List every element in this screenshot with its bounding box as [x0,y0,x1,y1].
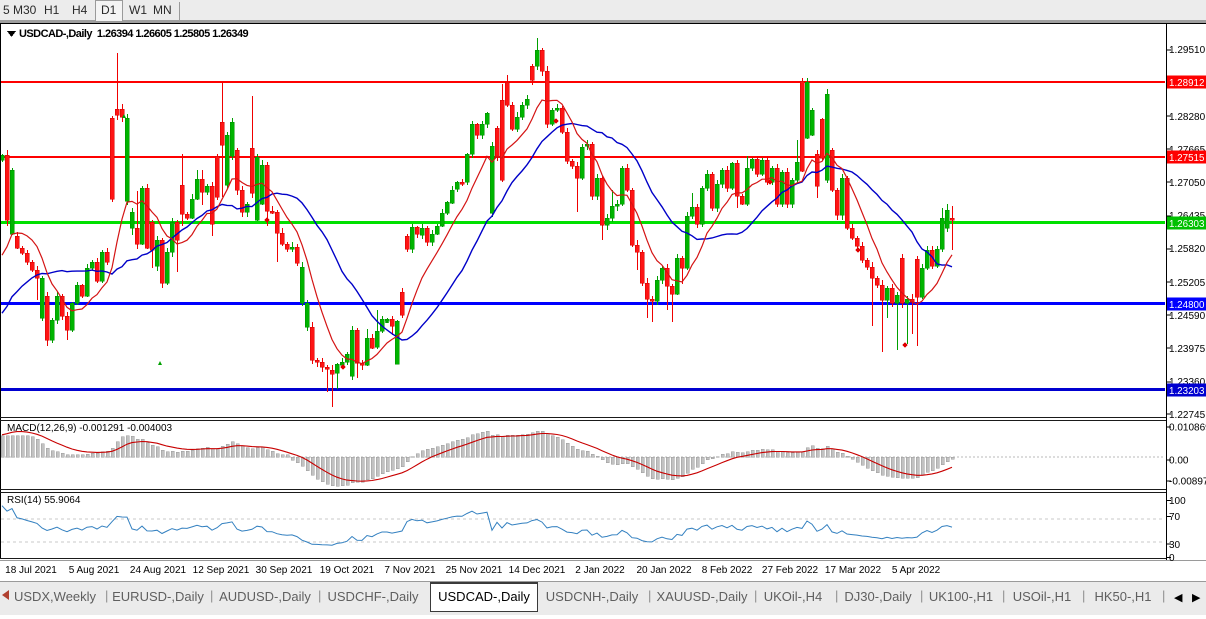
svg-text:7 Nov 2021: 7 Nov 2021 [384,565,436,576]
svg-text:0.010869: 0.010869 [1169,423,1206,434]
svg-text:1.28912: 1.28912 [1169,78,1204,89]
svg-text:-0.008974: -0.008974 [1169,477,1206,488]
svg-text:14 Dec 2021: 14 Dec 2021 [509,565,566,576]
svg-text:12 Sep 2021: 12 Sep 2021 [193,565,250,576]
svg-text:1.29510: 1.29510 [1169,45,1206,56]
svg-text:27 Feb 2022: 27 Feb 2022 [762,565,819,576]
svg-text:0.00: 0.00 [1169,456,1189,467]
svg-text:1.25820: 1.25820 [1169,244,1206,255]
svg-text:8 Feb 2022: 8 Feb 2022 [702,565,753,576]
svg-text:19 Oct 2021: 19 Oct 2021 [320,565,375,576]
svg-text:70: 70 [1169,512,1181,523]
svg-text:0: 0 [1169,553,1175,564]
svg-text:5 Apr 2022: 5 Apr 2022 [892,565,941,576]
svg-text:1.24800: 1.24800 [1169,300,1205,311]
svg-text:1.24590: 1.24590 [1169,311,1206,322]
svg-text:17 Mar 2022: 17 Mar 2022 [825,565,882,576]
svg-text:20 Jan 2022: 20 Jan 2022 [636,565,691,576]
svg-text:RSI(14) 55.9064: RSI(14) 55.9064 [7,495,81,506]
svg-text:1.23203: 1.23203 [1169,386,1205,397]
svg-text:1.26303: 1.26303 [1169,219,1205,230]
svg-text:2 Jan 2022: 2 Jan 2022 [575,565,625,576]
svg-text:25 Nov 2021: 25 Nov 2021 [446,565,503,576]
svg-text:5 Aug 2021: 5 Aug 2021 [69,565,120,576]
svg-text:18 Jul 2021: 18 Jul 2021 [5,565,57,576]
svg-text:30: 30 [1169,540,1181,551]
svg-text:1.23975: 1.23975 [1169,344,1206,355]
svg-text:1.27050: 1.27050 [1169,178,1206,189]
svg-text:1.22745: 1.22745 [1169,410,1206,421]
svg-text:1.23360: 1.23360 [1169,377,1206,388]
svg-text:30 Sep 2021: 30 Sep 2021 [256,565,313,576]
svg-text:100: 100 [1169,496,1186,507]
svg-text:USDCAD-,Daily 1.26394 1.26605: USDCAD-,Daily 1.26394 1.26605 1.25805 1.… [19,28,249,40]
svg-text:24 Aug 2021: 24 Aug 2021 [130,565,187,576]
svg-text:MACD(12,26,9) -0.001291 -0.004: MACD(12,26,9) -0.001291 -0.004003 [7,423,173,434]
svg-text:1.27515: 1.27515 [1169,153,1205,164]
svg-text:1.25205: 1.25205 [1169,278,1206,289]
svg-text:1.28280: 1.28280 [1169,112,1206,123]
